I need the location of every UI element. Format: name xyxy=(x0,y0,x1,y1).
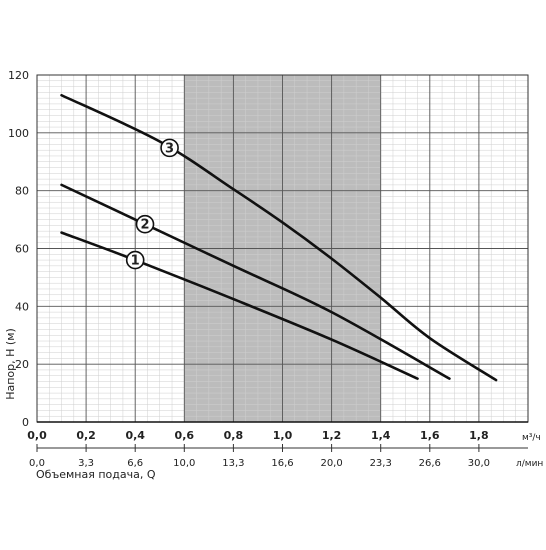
x-axis-label: Объемная подача, Q xyxy=(36,468,156,481)
x-tick-label-secondary: 13,3 xyxy=(222,458,244,469)
x-tick-label-secondary: 0,0 xyxy=(29,458,45,469)
x-tick-label-secondary: 20,0 xyxy=(320,458,342,469)
x-tick-label-secondary: 10,0 xyxy=(173,458,195,469)
x-tick-label-secondary: 26,6 xyxy=(419,458,441,469)
x-tick-label: 1,6 xyxy=(420,429,440,442)
curve-1 xyxy=(60,231,419,380)
y-tick-label: 20 xyxy=(15,358,29,371)
curve-label-circle-2 xyxy=(135,214,155,234)
x-tick-label-secondary: 16,6 xyxy=(271,458,293,469)
x-tick-label-secondary: 23,3 xyxy=(370,458,392,469)
x-tick-label-secondary: 6,6 xyxy=(127,458,143,469)
x-tick-label: 1,8 xyxy=(469,429,489,442)
x-tick-label: 0,8 xyxy=(224,429,244,442)
curve-label-circle-1 xyxy=(125,250,145,270)
y-tick-label: 0 xyxy=(22,416,29,429)
curve-label-2: 2 xyxy=(140,218,149,233)
curve-2 xyxy=(60,183,451,380)
curve-label-1: 1 xyxy=(131,254,140,269)
x-tick-label-secondary: 30,0 xyxy=(468,458,490,469)
x-tick-label: 0,6 xyxy=(175,429,195,442)
curve-3 xyxy=(60,93,498,382)
x-unit-secondary: л/мин xyxy=(516,459,543,469)
x-tick-label: 0,2 xyxy=(76,429,96,442)
x-tick-label: 1,0 xyxy=(273,429,293,442)
y-axis-label: Напор, H (м) xyxy=(4,328,17,400)
x-unit-primary: м³/ч xyxy=(522,433,541,443)
x-tick-label: 1,4 xyxy=(371,429,391,442)
x-tick-label-secondary: 3,3 xyxy=(78,458,94,469)
y-tick-label: 100 xyxy=(8,127,29,140)
x-tick-label: 1,2 xyxy=(322,429,342,442)
x-tick-label: 0,0 xyxy=(27,429,47,442)
x-tick-label: 0,4 xyxy=(125,429,145,442)
y-tick-label: 120 xyxy=(8,69,29,82)
curve-label-3: 3 xyxy=(165,141,174,156)
y-tick-label: 80 xyxy=(15,185,29,198)
y-tick-label: 60 xyxy=(15,243,29,256)
curve-label-circle-3 xyxy=(160,138,179,158)
y-tick-label: 40 xyxy=(15,300,29,313)
